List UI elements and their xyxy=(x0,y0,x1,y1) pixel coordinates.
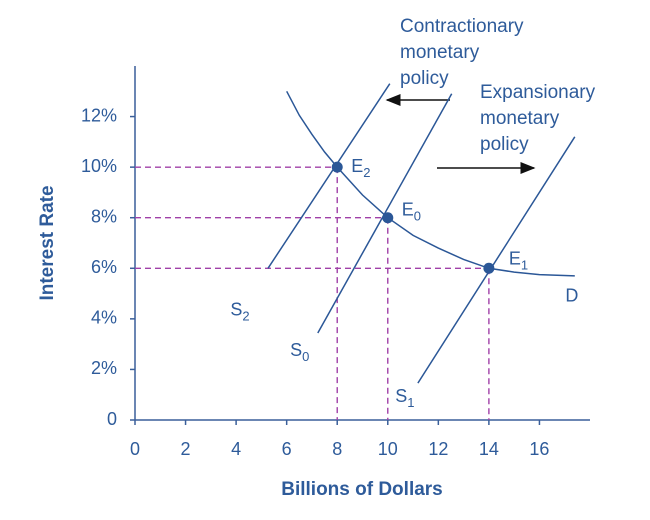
curve xyxy=(267,83,391,269)
equilibrium-point xyxy=(331,161,343,173)
curve-label-sub: 1 xyxy=(407,396,414,411)
curve xyxy=(286,90,575,277)
curve-label-main: S xyxy=(290,340,302,360)
point-label-main: E xyxy=(509,248,521,268)
curve-label-main: S xyxy=(395,386,407,406)
y-axis-label: Interest Rate xyxy=(37,185,58,300)
y-tick-label: 4% xyxy=(91,308,117,328)
x-axis-label: Billions of Dollars xyxy=(281,479,443,500)
x-tick-label: 4 xyxy=(231,439,241,459)
point-label-sub: 1 xyxy=(521,258,528,273)
annotation: monetary xyxy=(480,108,560,129)
curve-label-sub: 0 xyxy=(302,349,309,364)
curve-label: D xyxy=(565,286,578,306)
annotation: policy xyxy=(480,134,529,155)
annotation: monetary xyxy=(400,42,480,63)
point-label: E0 xyxy=(402,199,421,224)
curve-label: S0 xyxy=(290,340,309,365)
x-tick-label: 8 xyxy=(332,439,342,459)
x-tick-label: 12 xyxy=(428,439,448,459)
x-tick-label: 2 xyxy=(181,439,191,459)
equilibrium-point xyxy=(483,262,495,274)
y-tick-label: 2% xyxy=(91,358,117,378)
y-tick-label: 6% xyxy=(91,257,117,277)
equilibrium-point xyxy=(382,212,394,224)
curve-label-main: S xyxy=(230,299,242,319)
x-tick-label: 6 xyxy=(282,439,292,459)
annotation: Expansionary xyxy=(480,82,596,103)
curve-label: S2 xyxy=(230,299,249,324)
curve-label: S1 xyxy=(395,386,414,411)
curve xyxy=(417,136,576,384)
y-tick-label: 8% xyxy=(91,206,117,226)
point-label-sub: 2 xyxy=(363,166,370,181)
annotation: Contractionary xyxy=(400,16,524,37)
x-tick-label: 10 xyxy=(378,439,398,459)
point-label-main: E xyxy=(402,199,414,219)
curve-label-sub: 2 xyxy=(242,309,249,324)
x-tick-label: 14 xyxy=(479,439,499,459)
x-tick-label: 0 xyxy=(130,439,140,459)
y-tick-label: 12% xyxy=(81,105,117,125)
point-label: E1 xyxy=(509,248,528,273)
point-label-main: E xyxy=(351,156,363,176)
point-label: E2 xyxy=(351,156,370,181)
x-tick-label: 16 xyxy=(529,439,549,459)
y-tick-label: 10% xyxy=(81,156,117,176)
point-label-sub: 0 xyxy=(414,209,421,224)
annotation: policy xyxy=(400,68,449,89)
y-tick-label: 0 xyxy=(107,409,117,429)
